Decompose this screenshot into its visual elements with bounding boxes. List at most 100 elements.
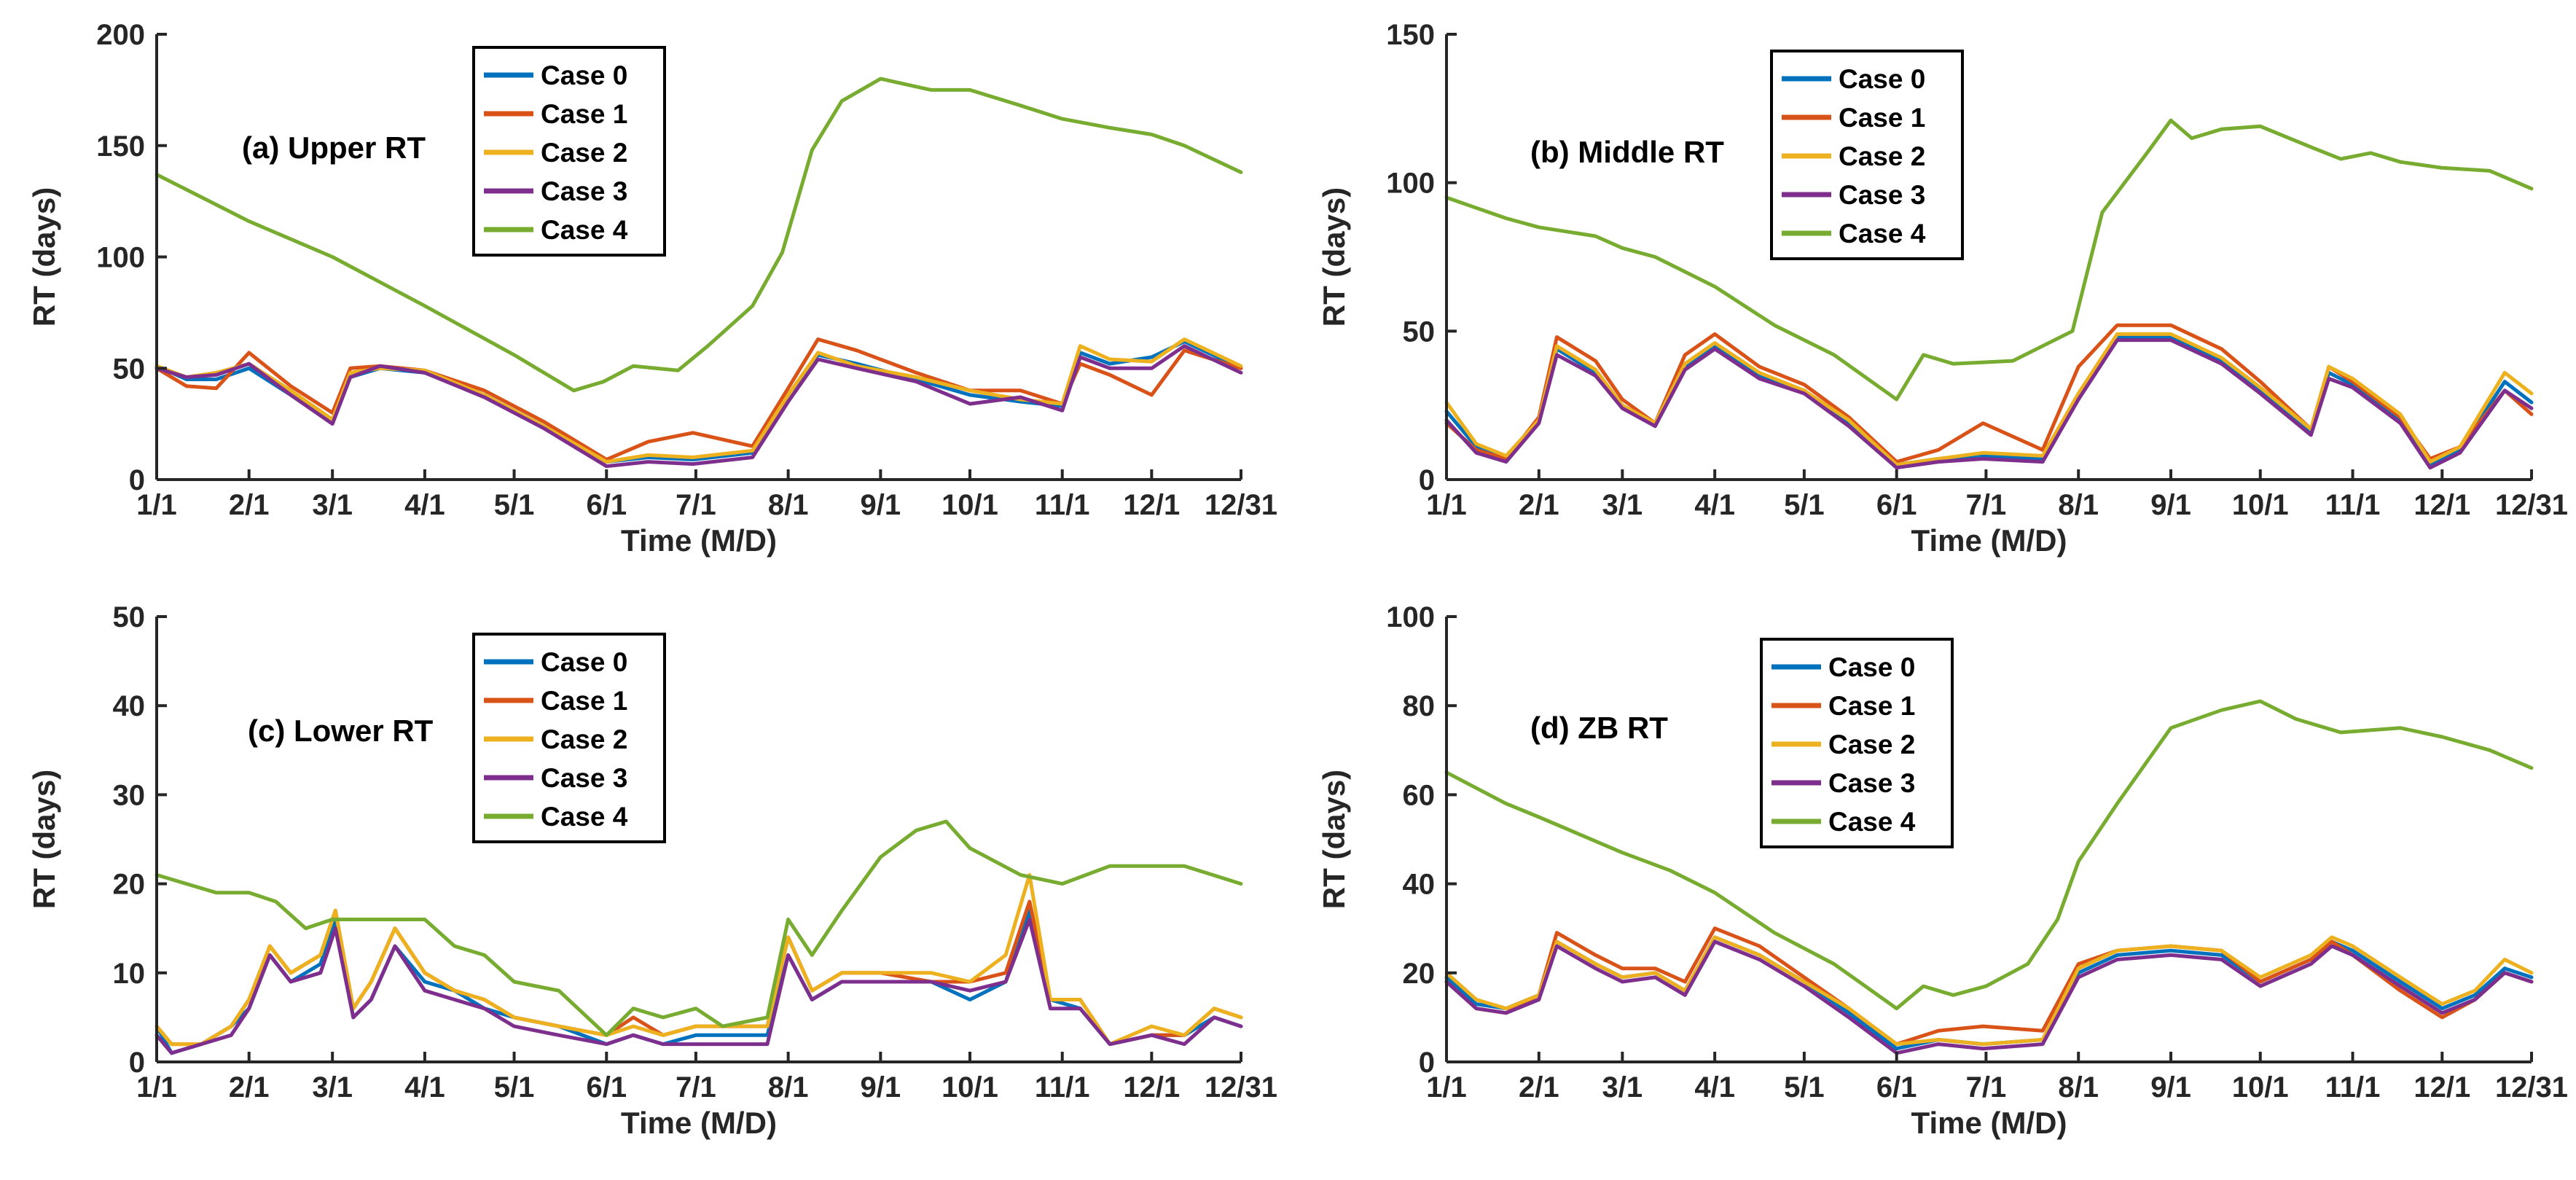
x-axis-label: Time (M/D): [1911, 523, 2067, 558]
x-tick-label: 4/1: [1694, 489, 1735, 521]
legend-entry: Case 0: [541, 60, 627, 90]
y-tick-label: 0: [129, 464, 145, 496]
x-tick-label: 8/1: [2058, 489, 2099, 521]
x-tick-label: 2/1: [1519, 489, 1559, 521]
series-line-case-2: [154, 337, 1243, 464]
x-tick-label: 7/1: [676, 489, 716, 521]
x-tick-label: 12/31: [1205, 1071, 1277, 1103]
x-tick-label: 6/1: [1876, 1071, 1917, 1103]
legend-entry: Case 4: [541, 215, 628, 245]
legend-entry: Case 2: [541, 138, 627, 168]
y-tick-label: 20: [1403, 958, 1436, 990]
legend-entry: Case 0: [1828, 652, 1915, 682]
x-tick-label: 12/1: [2413, 1071, 2470, 1103]
legend-entry: Case 0: [1839, 64, 1925, 94]
x-tick-label: 10/1: [2232, 489, 2289, 521]
x-tick-label: 11/1: [2325, 489, 2381, 521]
legend-entry: Case 4: [1828, 807, 1916, 837]
x-tick-label: 5/1: [494, 489, 535, 521]
y-axis-label: RT (days): [1317, 187, 1351, 327]
legend-entry: Case 2: [541, 724, 627, 754]
x-tick-label: 12/1: [1123, 489, 1180, 521]
series-line-case-3: [1444, 338, 2534, 470]
y-tick-label: 80: [1403, 690, 1436, 722]
panel-annotation: (c) Lower RT: [248, 714, 434, 748]
x-tick-label: 1/1: [1426, 489, 1467, 521]
x-axis-label: Time (M/D): [621, 523, 777, 558]
legend: Case 0 Case 1 Case 2 Case 3 Case 4: [472, 633, 666, 843]
y-tick-label: 200: [96, 19, 145, 51]
legend-entry: Case 4: [541, 802, 628, 832]
y-axis-label: RT (days): [27, 770, 61, 909]
legend: Case 0 Case 1 Case 2 Case 3 Case 4: [472, 46, 666, 257]
x-tick-label: 12/31: [2495, 1071, 2568, 1103]
y-tick-label: 40: [113, 690, 146, 722]
x-tick-label: 12/31: [1205, 489, 1277, 521]
x-tick-label: 5/1: [1784, 489, 1825, 521]
legend-entry: Case 1: [541, 686, 627, 716]
x-tick-label: 1/1: [1426, 1071, 1467, 1103]
y-tick-label: 50: [113, 353, 146, 385]
legend-entry: Case 1: [1828, 691, 1915, 721]
series-line-case-4: [1444, 118, 2534, 402]
x-tick-label: 4/1: [404, 1071, 445, 1103]
x-tick-label: 4/1: [1694, 1071, 1735, 1103]
series-line-case-1: [1444, 323, 2534, 464]
legend: Case 0 Case 1 Case 2 Case 3 Case 4: [1760, 638, 1954, 848]
x-tick-label: 8/1: [768, 1071, 809, 1103]
series-line-case-3: [1444, 939, 2534, 1055]
x-tick-label: 6/1: [586, 489, 627, 521]
y-tick-label: 50: [113, 601, 146, 633]
x-tick-label: 8/1: [768, 489, 809, 521]
x-axis-label: Time (M/D): [1911, 1106, 2067, 1140]
panel-c-lower-rt: 0 10 20 30 40 50 1/1 2/1 3/1 4/1 5/1 6/1 7/1 8/1 9/1 10…: [27, 601, 1277, 1140]
panel-d-zb-rt: 0 20 40 60 80 100 1/1 2/1 3/1 4/1 5/1 6/1 7/1 8/1 9/1 1…: [1317, 601, 2568, 1140]
x-tick-label: 12/1: [2413, 489, 2470, 521]
x-tick-label: 12/31: [2495, 489, 2568, 521]
x-tick-label: 3/1: [312, 1071, 353, 1103]
y-tick-label: 50: [1403, 316, 1436, 348]
x-tick-label: 9/1: [2150, 489, 2191, 521]
x-tick-label: 9/1: [861, 489, 901, 521]
x-tick-label: 2/1: [229, 489, 270, 521]
x-tick-label: 3/1: [312, 489, 353, 521]
x-tick-label: 10/1: [941, 489, 998, 521]
y-tick-label: 0: [129, 1047, 145, 1079]
series-line-case-2: [154, 872, 1243, 1047]
legend: Case 0 Case 1 Case 2 Case 3 Case 4: [1770, 50, 1964, 260]
x-tick-label: 5/1: [1784, 1071, 1825, 1103]
legend-entry: Case 1: [541, 99, 627, 129]
legend-entry: Case 1: [1839, 103, 1925, 133]
legend-entry: Case 3: [541, 763, 627, 793]
x-tick-label: 10/1: [2232, 1071, 2289, 1103]
legend-entry: Case 4: [1839, 219, 1926, 249]
x-axis-label: Time (M/D): [621, 1106, 777, 1140]
x-tick-label: 5/1: [494, 1071, 535, 1103]
x-tick-label: 3/1: [1602, 489, 1643, 521]
series-line-case-3: [154, 918, 1243, 1055]
legend-entry: Case 2: [1839, 141, 1925, 171]
x-tick-label: 8/1: [2058, 1071, 2099, 1103]
panel-annotation: (d) ZB RT: [1530, 711, 1668, 745]
legend-entry: Case 3: [1828, 768, 1915, 798]
y-tick-label: 40: [1403, 869, 1436, 901]
series-line-case-4: [1444, 699, 2534, 1011]
x-tick-label: 11/1: [1035, 1071, 1090, 1103]
x-tick-label: 7/1: [1966, 1071, 2007, 1103]
x-tick-label: 1/1: [136, 1071, 177, 1103]
x-tick-label: 6/1: [586, 1071, 627, 1103]
x-tick-label: 2/1: [229, 1071, 270, 1103]
y-tick-label: 100: [1386, 168, 1435, 200]
series-line-case-0: [154, 908, 1243, 1055]
series-line-case-0: [1444, 935, 2534, 1051]
y-tick-label: 100: [96, 242, 145, 274]
x-tick-label: 11/1: [2325, 1071, 2381, 1103]
y-tick-label: 0: [1419, 464, 1435, 496]
series-line-case-4: [154, 77, 1243, 393]
x-tick-label: 12/1: [1123, 1071, 1180, 1103]
series-line-case-4: [154, 819, 1243, 1037]
series-line-case-2: [1444, 332, 2534, 467]
legend-entry: Case 2: [1828, 730, 1915, 759]
y-tick-label: 10: [113, 958, 146, 990]
x-tick-label: 11/1: [1035, 489, 1090, 521]
